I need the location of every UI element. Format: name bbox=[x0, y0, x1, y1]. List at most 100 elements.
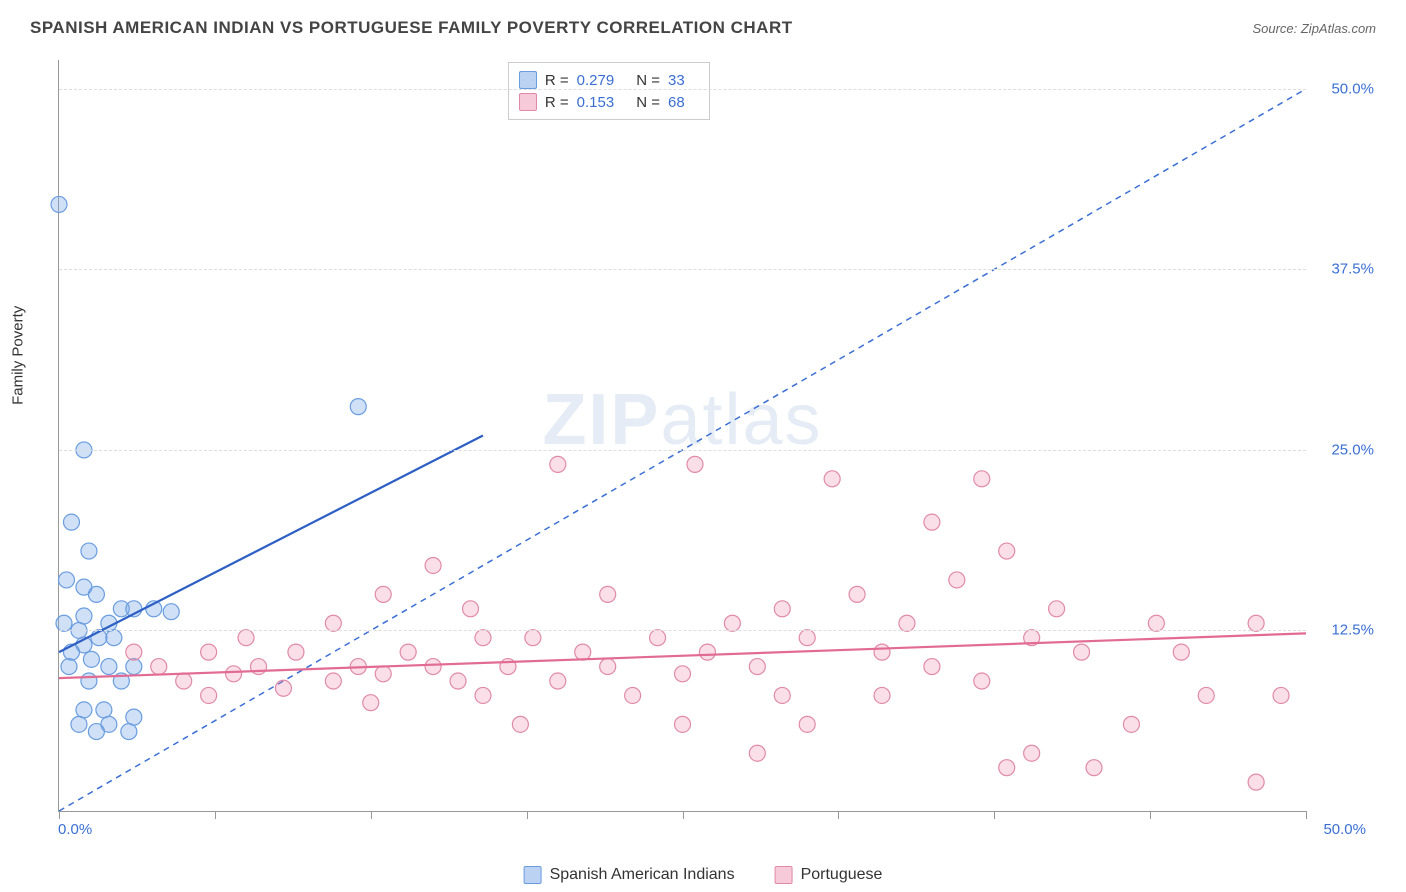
data-point bbox=[71, 716, 87, 732]
data-point bbox=[363, 695, 379, 711]
data-point bbox=[1248, 774, 1264, 790]
r-label: R = bbox=[545, 94, 569, 111]
data-point bbox=[288, 644, 304, 660]
x-min-label: 0.0% bbox=[58, 821, 92, 838]
data-point bbox=[675, 716, 691, 732]
data-point bbox=[625, 687, 641, 703]
data-point bbox=[1086, 760, 1102, 776]
x-tick bbox=[1306, 811, 1307, 819]
data-point bbox=[76, 608, 92, 624]
legend-item: Portuguese bbox=[775, 866, 883, 884]
data-point bbox=[63, 514, 79, 530]
data-point bbox=[425, 557, 441, 573]
data-point bbox=[1273, 687, 1289, 703]
data-point bbox=[1198, 687, 1214, 703]
data-point bbox=[1024, 745, 1040, 761]
x-tick bbox=[371, 811, 372, 819]
data-point bbox=[600, 659, 616, 675]
stat-row: R = 0.279 N = 33 bbox=[519, 69, 699, 91]
data-point bbox=[58, 572, 74, 588]
data-point bbox=[724, 615, 740, 631]
stat-box: R = 0.279 N = 33 R = 0.153 N = 68 bbox=[508, 62, 710, 120]
data-point bbox=[325, 673, 341, 689]
data-point bbox=[61, 659, 77, 675]
data-point bbox=[1148, 615, 1164, 631]
stat-row: R = 0.153 N = 68 bbox=[519, 91, 699, 113]
data-point bbox=[275, 680, 291, 696]
data-point bbox=[226, 666, 242, 682]
data-point bbox=[600, 586, 616, 602]
data-point bbox=[126, 644, 142, 660]
data-point bbox=[106, 630, 122, 646]
data-point bbox=[974, 673, 990, 689]
n-value: 33 bbox=[668, 72, 685, 89]
data-point bbox=[1049, 601, 1065, 617]
y-tick-label: 37.5% bbox=[1331, 261, 1374, 278]
data-point bbox=[400, 644, 416, 660]
data-point bbox=[774, 687, 790, 703]
data-point bbox=[899, 615, 915, 631]
data-point bbox=[824, 471, 840, 487]
data-point bbox=[450, 673, 466, 689]
data-point bbox=[101, 659, 117, 675]
x-tick bbox=[527, 811, 528, 819]
n-label: N = bbox=[636, 72, 660, 89]
data-point bbox=[924, 514, 940, 530]
data-point bbox=[176, 673, 192, 689]
data-point bbox=[1074, 644, 1090, 660]
legend-item: Spanish American Indians bbox=[524, 866, 735, 884]
data-point bbox=[96, 702, 112, 718]
data-point bbox=[375, 666, 391, 682]
legend-label: Spanish American Indians bbox=[550, 866, 735, 884]
data-point bbox=[1173, 644, 1189, 660]
data-point bbox=[425, 659, 441, 675]
data-point bbox=[88, 724, 104, 740]
data-point bbox=[126, 709, 142, 725]
data-point bbox=[774, 601, 790, 617]
x-tick bbox=[215, 811, 216, 819]
x-max-label: 50.0% bbox=[1323, 821, 1366, 838]
data-point bbox=[56, 615, 72, 631]
data-point bbox=[849, 586, 865, 602]
chart-container: Family Poverty ZIPatlas R = 0.279 N = 33… bbox=[48, 60, 1386, 832]
x-tick bbox=[994, 811, 995, 819]
data-point bbox=[1248, 615, 1264, 631]
y-tick-label: 12.5% bbox=[1331, 622, 1374, 639]
chart-title: SPANISH AMERICAN INDIAN VS PORTUGUESE FA… bbox=[30, 18, 793, 38]
bottom-legend: Spanish American Indians Portuguese bbox=[524, 866, 883, 884]
data-point bbox=[201, 687, 217, 703]
y-tick-label: 25.0% bbox=[1331, 441, 1374, 458]
data-point bbox=[81, 673, 97, 689]
data-point bbox=[525, 630, 541, 646]
series-swatch bbox=[519, 93, 537, 111]
x-tick bbox=[838, 811, 839, 819]
data-point bbox=[121, 724, 137, 740]
data-point bbox=[238, 630, 254, 646]
gridline-h bbox=[59, 269, 1306, 270]
scatter-svg bbox=[59, 60, 1306, 811]
x-tick bbox=[59, 811, 60, 819]
plot-area: ZIPatlas R = 0.279 N = 33 R = 0.153 N = … bbox=[58, 60, 1306, 812]
data-point bbox=[749, 659, 765, 675]
data-point bbox=[512, 716, 528, 732]
data-point bbox=[575, 644, 591, 660]
y-tick-label: 50.0% bbox=[1331, 80, 1374, 97]
data-point bbox=[924, 659, 940, 675]
data-point bbox=[874, 644, 890, 660]
series-swatch bbox=[519, 71, 537, 89]
data-point bbox=[749, 745, 765, 761]
y-axis-label: Family Poverty bbox=[10, 306, 27, 405]
r-value: 0.153 bbox=[577, 94, 615, 111]
data-point bbox=[76, 702, 92, 718]
data-point bbox=[51, 196, 67, 212]
data-point bbox=[974, 471, 990, 487]
data-point bbox=[126, 659, 142, 675]
data-point bbox=[163, 604, 179, 620]
data-point bbox=[83, 651, 99, 667]
data-point bbox=[799, 630, 815, 646]
x-tick bbox=[1150, 811, 1151, 819]
r-value: 0.279 bbox=[577, 72, 615, 89]
data-point bbox=[999, 760, 1015, 776]
data-point bbox=[949, 572, 965, 588]
data-point bbox=[475, 687, 491, 703]
